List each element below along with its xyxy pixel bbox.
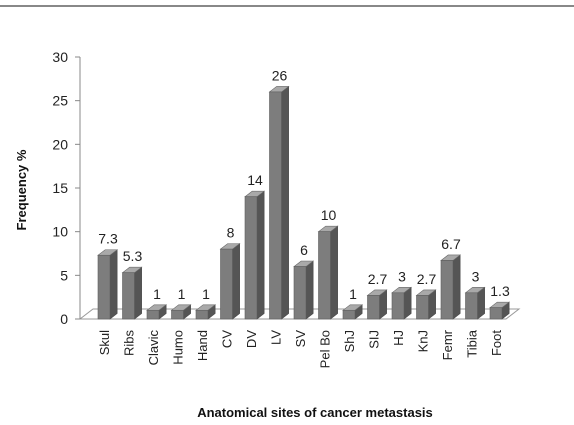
data-label: 6.7 [441, 236, 461, 252]
y-tick-label: 10 [52, 224, 68, 240]
category-label: KnJ [416, 330, 431, 352]
bar-front [416, 295, 429, 320]
bar [146, 304, 168, 320]
category-label: Ribs [122, 330, 137, 357]
x-axis-title: Anatomical sites of cancer metastasis [197, 405, 433, 420]
bar [489, 301, 511, 320]
category-label: Clavic [146, 330, 161, 366]
data-label: 5.3 [123, 248, 143, 264]
bar [293, 260, 315, 320]
bar [415, 289, 437, 320]
y-tick-label: 20 [52, 136, 68, 152]
bar-side [109, 249, 118, 320]
data-label: 2.7 [417, 271, 437, 287]
y-tick-label: 30 [52, 49, 68, 65]
data-label: 26 [272, 67, 288, 83]
bar [464, 286, 486, 320]
bar-side [134, 266, 142, 320]
category-label: CV [220, 330, 235, 348]
data-label: 1.3 [490, 283, 510, 299]
category-label: Tibia [465, 329, 480, 357]
bar-front [97, 254, 111, 320]
category-label: SV [293, 330, 308, 348]
bar [268, 85, 290, 320]
category-label: DV [244, 330, 259, 348]
bar-front [318, 231, 331, 320]
bar [219, 243, 241, 320]
bar-front [293, 266, 307, 320]
category-label: Pel Bo [318, 330, 333, 368]
data-label: 3 [472, 268, 480, 284]
bar [342, 304, 364, 320]
bar [121, 266, 143, 320]
category-label: HJ [391, 330, 406, 346]
data-label: 7.3 [98, 231, 118, 247]
data-label: 1 [153, 286, 161, 302]
data-label: 2.7 [368, 271, 388, 287]
category-label: LV [269, 330, 284, 345]
bar-front [342, 309, 356, 320]
y-tick-label: 15 [52, 180, 68, 196]
category-label: Skul [97, 330, 112, 355]
bar-side [330, 225, 338, 320]
bar-front [440, 260, 454, 320]
bar [317, 225, 339, 320]
bar-front [220, 248, 233, 320]
bar-side [305, 260, 314, 320]
bar [195, 304, 217, 320]
category-label: Foot [489, 330, 504, 356]
y-tick-label: 25 [52, 93, 68, 109]
category-label: SIJ [367, 330, 382, 349]
data-label: 10 [321, 207, 337, 223]
bar-side [452, 254, 461, 320]
data-label: 6 [300, 242, 308, 258]
data-label: 8 [227, 225, 235, 241]
bar-front [146, 309, 160, 320]
bar-front [171, 309, 184, 320]
category-label: ShJ [342, 330, 357, 352]
bar [97, 249, 119, 320]
bar [244, 190, 266, 320]
category-label: Humo [171, 330, 186, 365]
bar [170, 304, 192, 320]
bar-front [391, 292, 405, 320]
bar [366, 289, 388, 320]
data-label: 1 [202, 286, 210, 302]
bar-side [256, 190, 265, 320]
data-label: 1 [349, 286, 357, 302]
bar-front [465, 292, 478, 320]
bar-front [269, 91, 282, 320]
bar-front [244, 196, 258, 320]
bar-front [195, 309, 209, 320]
bar-side [232, 243, 240, 320]
category-label: Hand [195, 330, 210, 361]
bar-front [367, 295, 380, 320]
y-tick-label: 5 [60, 267, 68, 283]
data-label: 1 [178, 286, 186, 302]
data-label: 14 [247, 172, 263, 188]
bar [440, 254, 462, 320]
y-tick-label: 0 [60, 311, 68, 327]
bar-front [122, 272, 135, 320]
y-axis-title: Frequency % [14, 149, 29, 230]
category-label: Femr [440, 329, 455, 360]
bar [391, 286, 413, 320]
data-label: 3 [398, 268, 406, 284]
bar-side [281, 85, 289, 320]
bar-front [489, 307, 503, 320]
